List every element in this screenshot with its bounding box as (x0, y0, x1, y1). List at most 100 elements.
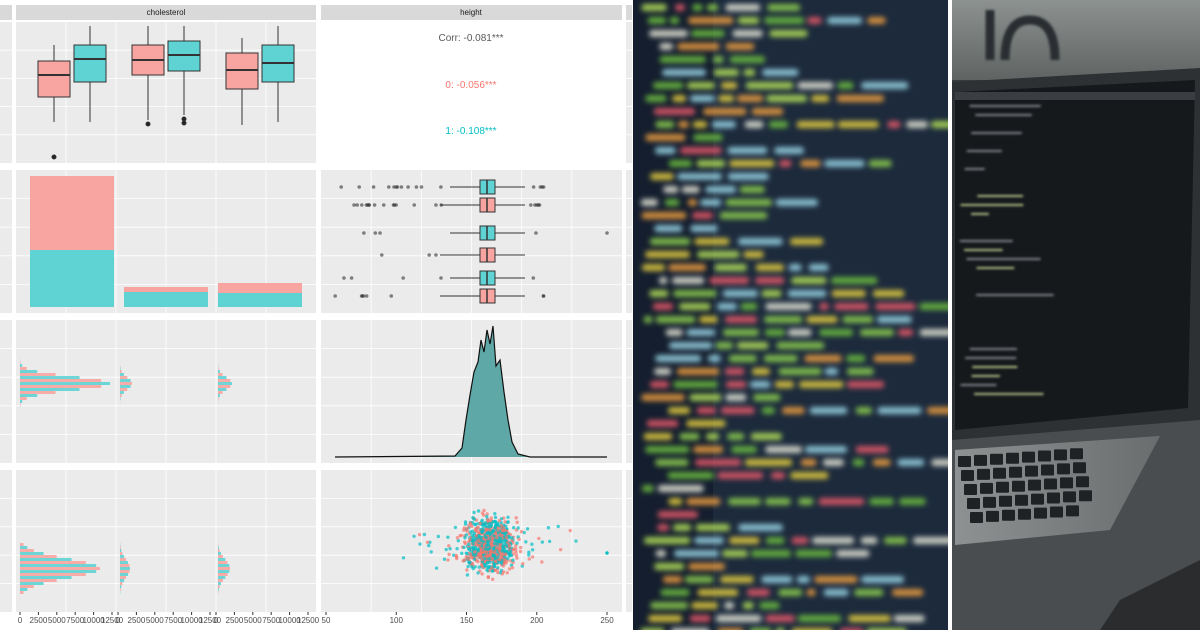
code-token (768, 121, 788, 128)
hist-bar (20, 582, 44, 585)
hist-bar (20, 549, 34, 552)
scatter-dot (489, 524, 493, 529)
x-tick-label: 10000 (278, 616, 301, 625)
code-token (695, 459, 742, 466)
code-token (722, 550, 748, 557)
hist-bar (120, 555, 125, 558)
key (1057, 463, 1070, 475)
scatter-dot (422, 532, 427, 537)
code-token (761, 576, 793, 583)
outlier (379, 253, 384, 257)
key (1060, 477, 1073, 489)
screen-line (965, 357, 1017, 359)
scatter-dot (498, 540, 503, 544)
scatter-dot (490, 566, 494, 570)
scatter-dot (472, 510, 476, 515)
code-token (725, 199, 773, 206)
hist-bar (120, 370, 122, 373)
code-token (655, 550, 666, 557)
code-token (745, 82, 794, 89)
code-token (692, 121, 708, 128)
code-token (779, 160, 792, 167)
key (1054, 449, 1067, 461)
scatter-dot (527, 550, 531, 554)
scatter-dot (429, 550, 433, 554)
scatter-dot (465, 529, 469, 533)
outlier (541, 185, 546, 189)
scatter-dot (465, 551, 470, 556)
code-token (805, 446, 847, 453)
screen-line (964, 168, 985, 170)
code-token (836, 95, 884, 102)
stacked-bars (30, 176, 302, 307)
x-tick-label: 2500 (128, 616, 146, 625)
code-token (720, 407, 755, 414)
scatter-dot (522, 530, 526, 535)
outlier (339, 185, 343, 189)
screen-line (966, 150, 1002, 152)
scatter-dot (483, 556, 487, 561)
code-token (808, 264, 829, 271)
code-token (663, 576, 682, 583)
hist-bar (218, 367, 219, 370)
scatter-dot (427, 543, 431, 548)
screen-line (971, 132, 1022, 134)
density-curve (334, 325, 607, 458)
hist-bar (20, 361, 21, 364)
code-token (769, 30, 808, 37)
hist-bar (20, 573, 86, 576)
scatter-dot (503, 552, 508, 556)
scatter-dot (574, 539, 578, 543)
scatter-dot (527, 557, 532, 561)
scatter-dot (479, 538, 483, 543)
x-tick-label: 7500 (164, 616, 182, 625)
outlier (439, 185, 443, 189)
column-title: height (460, 8, 483, 17)
code-token (859, 329, 894, 336)
scatter-dot (465, 573, 470, 577)
scatter-dot (444, 547, 448, 552)
scatter-dot (480, 563, 484, 567)
hist-bar (218, 558, 226, 561)
code-token (645, 95, 667, 102)
code-token (648, 615, 683, 622)
code-token (746, 589, 770, 596)
hist-bar (20, 558, 72, 561)
hist-bar (20, 382, 110, 385)
scatter-dot (473, 553, 477, 558)
correlation-text: 0: -0.056*** (445, 80, 496, 91)
code-token (684, 576, 714, 583)
code-token (665, 329, 683, 336)
code-token (686, 420, 726, 427)
code-token (725, 381, 747, 388)
code-token (765, 303, 812, 310)
code-token (762, 69, 799, 76)
key (1034, 507, 1047, 519)
outlier (537, 203, 542, 207)
code-token (642, 264, 665, 271)
scatter-dot (485, 512, 489, 516)
code-token (669, 342, 713, 349)
scatter-dot (500, 558, 504, 563)
hist-bar (20, 588, 28, 591)
hist-bar (20, 376, 80, 379)
code-token (641, 394, 685, 401)
code-token (852, 459, 865, 466)
scatter-dot (505, 571, 509, 575)
code-token (827, 17, 863, 24)
x-tick-label: 200 (530, 616, 544, 625)
code-token (774, 147, 804, 154)
code-token (837, 82, 854, 89)
code-token (643, 316, 653, 323)
code-token (761, 290, 782, 297)
scatter-dot (485, 561, 489, 566)
code-token (725, 4, 761, 11)
scatter-dot (507, 567, 512, 571)
hist-bar (120, 585, 122, 588)
code-token (736, 342, 769, 349)
code-token (641, 212, 687, 219)
scatter-dot (491, 577, 495, 582)
hist-bar (218, 579, 223, 582)
hist-bar (120, 579, 125, 582)
key (977, 468, 990, 480)
